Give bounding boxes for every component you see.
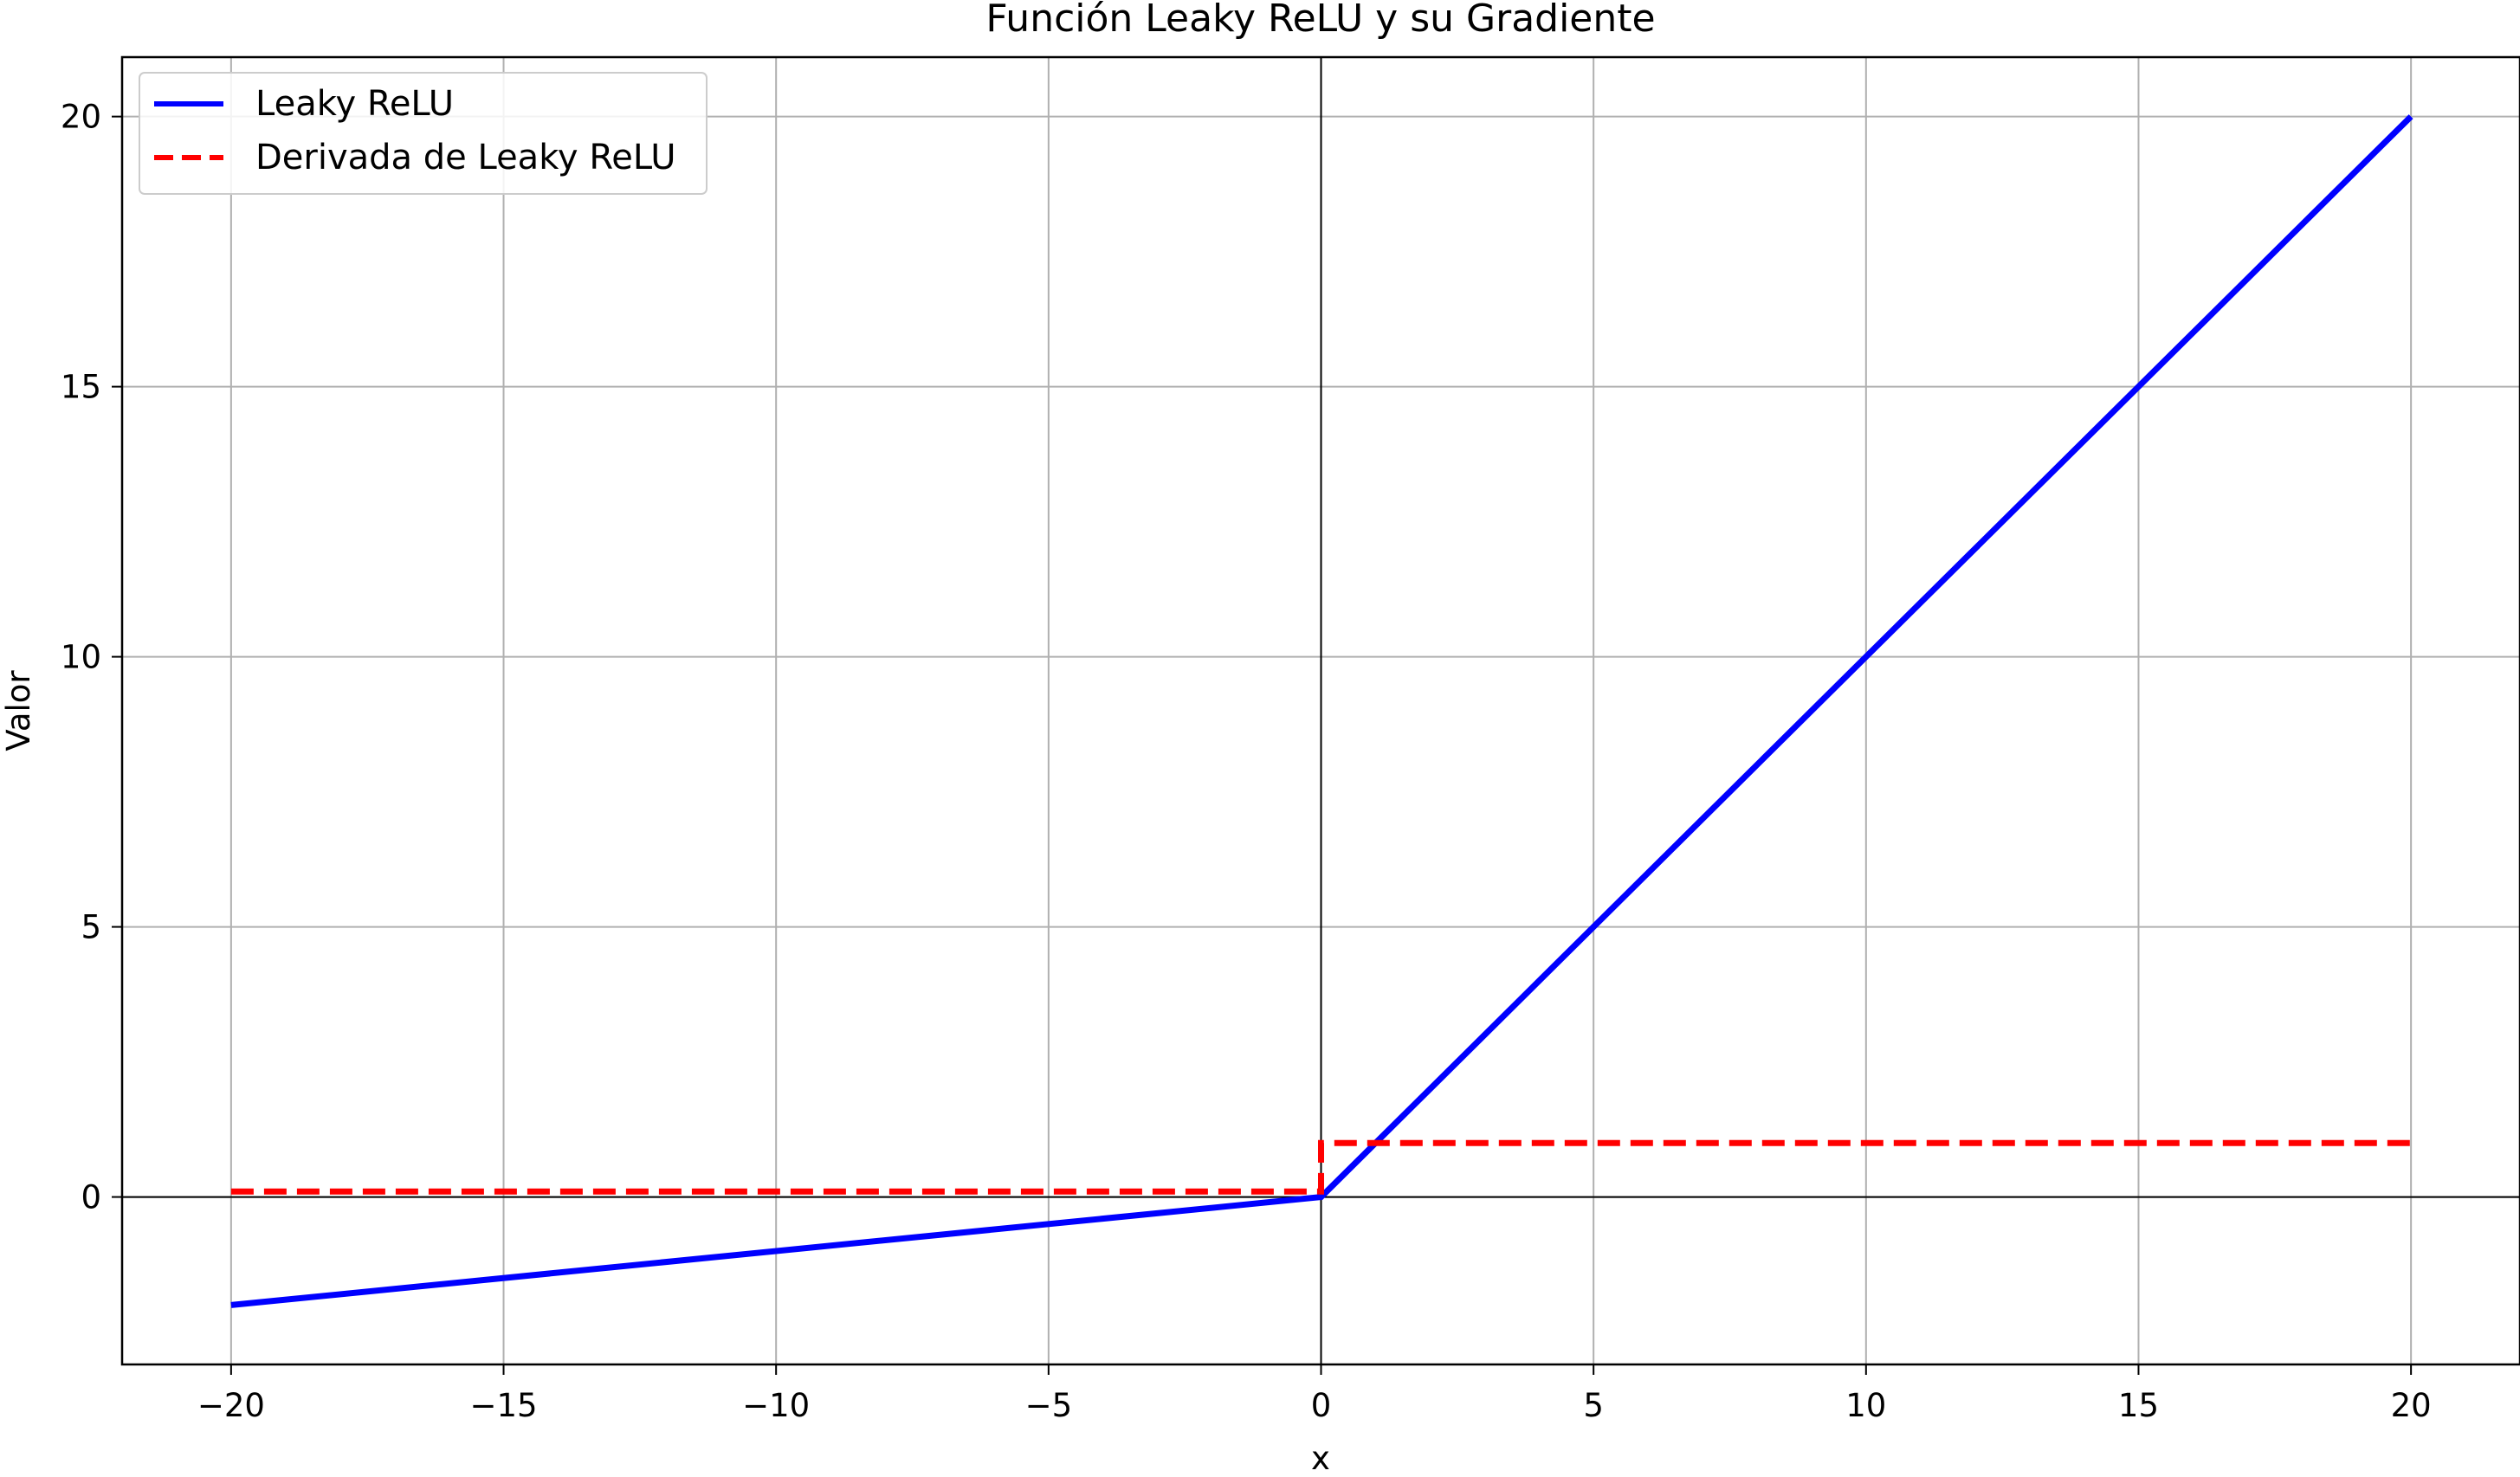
legend-label-leaky-relu: Leaky ReLU [255,84,454,124]
x-tick-label: −5 [1025,1387,1073,1424]
y-ticks: 0 5 10 15 20 [61,99,122,1216]
x-axis-label: x [1311,1440,1330,1477]
x-tick-label: 20 [2391,1387,2432,1424]
x-ticks: −20 −15 −10 −5 0 5 10 15 20 [197,1364,2432,1424]
x-tick-label: −10 [742,1387,810,1424]
y-tick-label: 15 [61,369,101,406]
y-tick-label: 20 [61,99,101,136]
x-tick-label: −20 [197,1387,265,1424]
series-layer [230,114,2413,1308]
x-tick-label: 5 [1583,1387,1604,1424]
y-axis-label: Valor [0,670,37,751]
y-tick-label: 10 [61,639,101,676]
x-tick-label: 0 [1311,1387,1332,1424]
legend-box [139,72,708,195]
series-line-derivada [230,1139,2412,1195]
x-tick-label: −15 [469,1387,537,1424]
y-tick-label: 5 [81,909,101,946]
series-line-leaky-relu [230,114,2413,1308]
legend: Leaky ReLU Derivada de Leaky ReLU [139,72,708,195]
legend-label-derivada: Derivada de Leaky ReLU [255,138,676,177]
x-tick-label: 15 [2118,1387,2159,1424]
chart-title: Función Leaky ReLU y su Gradiente [985,0,1655,41]
y-tick-label: 0 [81,1179,101,1216]
x-tick-label: 10 [1845,1387,1886,1424]
